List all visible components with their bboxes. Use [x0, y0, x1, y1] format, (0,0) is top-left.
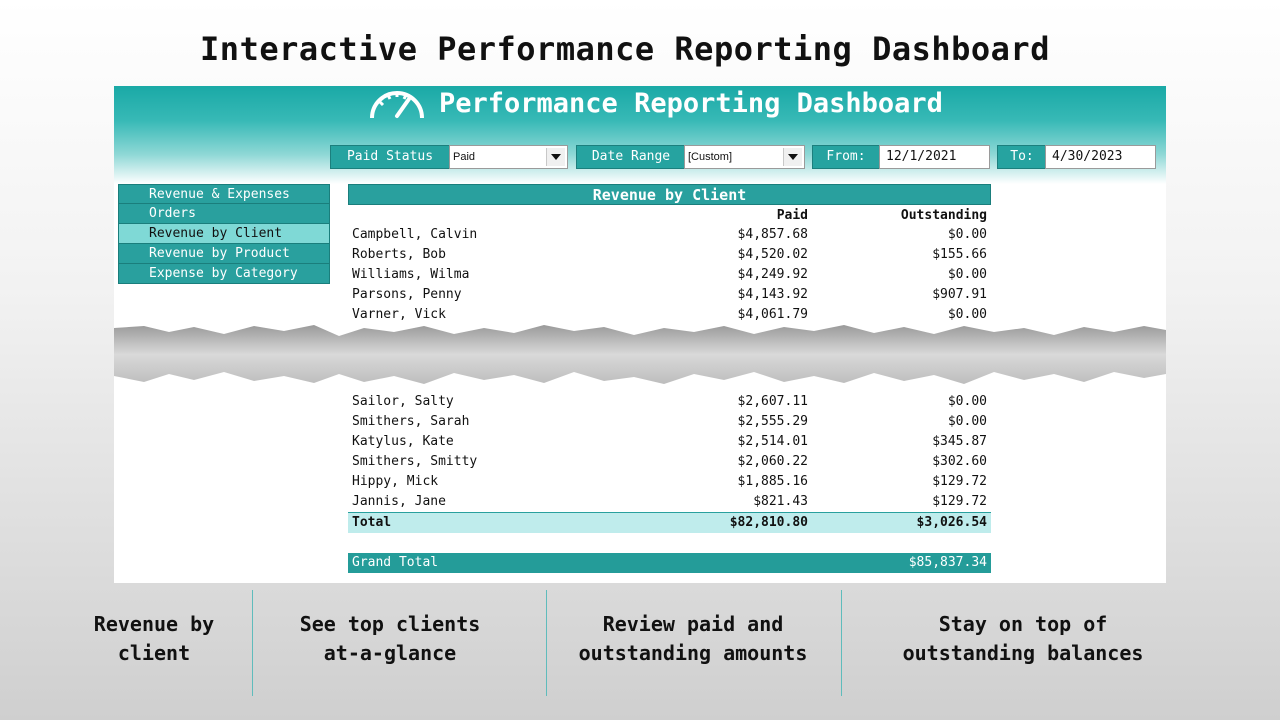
divider: [546, 590, 547, 696]
client-name: Varner, Vick: [352, 307, 446, 322]
header-banner: Performance Reporting Dashboard Paid Sta…: [114, 86, 1166, 184]
grand-total-label: Grand Total: [352, 555, 439, 570]
paid-amount: $4,143.92: [737, 287, 808, 302]
total-row: Total $82,810.80 $3,026.54: [348, 512, 991, 533]
paid-status-dropdown[interactable]: Paid: [449, 145, 568, 169]
outstanding-amount: $0.00: [947, 394, 987, 409]
feature-paid-outstanding: Review paid and outstanding amounts: [550, 590, 836, 696]
column-outstanding: Outstanding: [900, 208, 987, 223]
table-header: Paid Outstanding: [348, 205, 991, 225]
client-name: Williams, Wilma: [352, 267, 470, 282]
paid-status-label: Paid Status: [330, 145, 450, 169]
feature-line: at-a-glance: [323, 641, 457, 665]
outstanding-amount: $155.66: [932, 247, 987, 262]
feature-line: outstanding amounts: [578, 641, 808, 665]
torn-edge-divider: [114, 325, 1166, 384]
nav-item-revenue-expenses[interactable]: Revenue & Expenses: [118, 184, 330, 204]
table-row: Smithers, Sarah $2,555.29 $0.00: [348, 412, 991, 432]
feature-outstanding-balances: Stay on top of outstanding balances: [845, 590, 1201, 696]
outstanding-amount: $0.00: [947, 307, 987, 322]
paid-amount: $2,607.11: [737, 394, 808, 409]
from-date-input[interactable]: 12/1/2021: [879, 145, 990, 169]
outstanding-amount: $0.00: [947, 267, 987, 282]
paid-amount: $4,857.68: [737, 227, 808, 242]
chevron-down-icon[interactable]: [546, 148, 565, 166]
paid-amount: $4,249.92: [737, 267, 808, 282]
table-row: Roberts, Bob $4,520.02 $155.66: [348, 245, 991, 265]
feature-revenue-by-client: Revenue by client: [60, 590, 248, 696]
nav-item-revenue-by-client[interactable]: Revenue by Client: [118, 224, 330, 244]
date-range-dropdown[interactable]: [Custom]: [684, 145, 805, 169]
client-name: Sailor, Salty: [352, 394, 454, 409]
feature-line: Review paid and: [602, 612, 784, 636]
outstanding-amount: $129.72: [932, 474, 987, 489]
feature-line: Stay on top of: [938, 612, 1108, 636]
nav-item-expense-by-category[interactable]: Expense by Category: [118, 264, 330, 284]
feature-line: See top clients: [299, 612, 481, 636]
table-row: Campbell, Calvin $4,857.68 $0.00: [348, 225, 991, 245]
grand-total-row: Grand Total $85,837.34: [348, 553, 991, 573]
paid-amount: $2,060.22: [737, 454, 808, 469]
outstanding-amount: $129.72: [932, 494, 987, 509]
paid-amount: $821.43: [753, 494, 808, 509]
feature-line: Revenue by: [93, 612, 215, 636]
table-row: Hippy, Mick $1,885.16 $129.72: [348, 472, 991, 492]
outstanding-amount: $907.91: [932, 287, 987, 302]
app-title: Performance Reporting Dashboard: [439, 88, 943, 119]
paid-amount: $1,885.16: [737, 474, 808, 489]
feature-line: client: [117, 641, 191, 665]
outstanding-amount: $0.00: [947, 227, 987, 242]
column-paid: Paid: [776, 208, 808, 223]
client-name: Hippy, Mick: [352, 474, 439, 489]
revenue-by-client-table-continued: Sailor, Salty $2,607.11 $0.00 Smithers, …: [348, 392, 991, 573]
to-date-input[interactable]: 4/30/2023: [1045, 145, 1156, 169]
grand-total-value: $85,837.34: [908, 555, 987, 570]
client-name: Roberts, Bob: [352, 247, 446, 262]
sidebar-nav: Revenue & Expenses Orders Revenue by Cli…: [118, 184, 330, 284]
nav-item-revenue-by-product[interactable]: Revenue by Product: [118, 244, 330, 264]
report-title: Revenue by Client: [348, 184, 991, 205]
client-name: Katylus, Kate: [352, 434, 454, 449]
outstanding-amount: $345.87: [932, 434, 987, 449]
feature-strip: Revenue by client See top clients at-a-g…: [0, 590, 1280, 696]
paid-status-value: Paid: [453, 151, 476, 163]
paid-amount: $2,514.01: [737, 434, 808, 449]
paid-amount: $4,520.02: [737, 247, 808, 262]
client-name: Campbell, Calvin: [352, 227, 478, 242]
nav-item-orders[interactable]: Orders: [118, 204, 330, 224]
from-label: From:: [812, 145, 880, 169]
client-name: Smithers, Sarah: [352, 414, 470, 429]
table-row: Sailor, Salty $2,607.11 $0.00: [348, 392, 991, 412]
table-row: Jannis, Jane $821.43 $129.72: [348, 492, 991, 512]
gauge-icon: [370, 91, 424, 119]
paid-amount: $2,555.29: [737, 414, 808, 429]
table-row: Williams, Wilma $4,249.92 $0.00: [348, 265, 991, 285]
date-range-label: Date Range: [576, 145, 686, 169]
client-name: Smithers, Smitty: [352, 454, 478, 469]
divider: [252, 590, 253, 696]
paid-amount: $4,061.79: [737, 307, 808, 322]
outstanding-amount: $302.60: [932, 454, 987, 469]
table-row: Katylus, Kate $2,514.01 $345.87: [348, 432, 991, 452]
table-row: Parsons, Penny $4,143.92 $907.91: [348, 285, 991, 305]
feature-line: outstanding balances: [902, 641, 1144, 665]
total-outstanding: $3,026.54: [916, 515, 987, 530]
divider: [841, 590, 842, 696]
client-name: Jannis, Jane: [352, 494, 446, 509]
revenue-by-client-table: Revenue by Client Paid Outstanding Campb…: [348, 184, 991, 325]
client-name: Parsons, Penny: [352, 287, 462, 302]
table-row: Smithers, Smitty $2,060.22 $302.60: [348, 452, 991, 472]
table-row: Varner, Vick $4,061.79 $0.00: [348, 305, 991, 325]
chevron-down-icon[interactable]: [783, 148, 802, 166]
total-paid: $82,810.80: [729, 515, 808, 530]
total-label: Total: [352, 515, 392, 530]
outstanding-amount: $0.00: [947, 414, 987, 429]
feature-top-clients: See top clients at-a-glance: [256, 590, 524, 696]
to-label: To:: [997, 145, 1047, 169]
date-range-value: [Custom]: [688, 151, 733, 163]
page-heading: Interactive Performance Reporting Dashbo…: [200, 30, 1050, 68]
dashboard-window: Performance Reporting Dashboard Paid Sta…: [114, 86, 1166, 583]
